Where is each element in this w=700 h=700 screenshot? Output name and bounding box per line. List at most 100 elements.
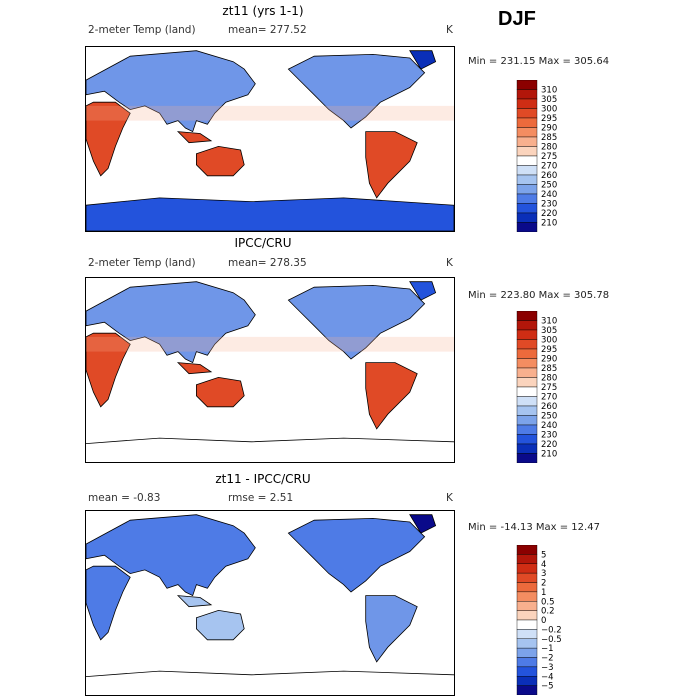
colorbar-tick-label: 300 bbox=[541, 336, 557, 346]
colorbar-swatch bbox=[516, 339, 538, 350]
colorbar-swatch bbox=[516, 367, 538, 378]
colorbar-swatch bbox=[516, 108, 538, 119]
colorbar-tick-label: 210 bbox=[541, 219, 557, 229]
landmass-eurasia bbox=[85, 514, 256, 597]
colorbar-tick-label: 0.2 bbox=[541, 607, 555, 617]
mean-label: mean= 278.35 bbox=[228, 257, 307, 269]
colorbar-swatch bbox=[516, 619, 538, 630]
unit-label: K bbox=[446, 492, 453, 504]
colorbar-tick-label: 220 bbox=[541, 440, 557, 450]
colorbar-swatch bbox=[516, 127, 538, 138]
landmass-greenland bbox=[409, 281, 437, 301]
colorbar-swatch bbox=[516, 89, 538, 100]
colorbar-swatch bbox=[516, 453, 538, 463]
landmass-eurasia bbox=[85, 281, 256, 364]
colorbar-tick-label: 275 bbox=[541, 383, 557, 393]
colorbar-tick-label: 4 bbox=[541, 560, 546, 570]
min-max-label: Min = 223.80 Max = 305.78 bbox=[468, 290, 610, 301]
landmass-greenland bbox=[409, 514, 437, 534]
colorbar-swatch bbox=[516, 572, 538, 583]
colorbar-swatch bbox=[516, 146, 538, 157]
landmass-australia bbox=[196, 145, 245, 177]
colorbar-swatch bbox=[516, 193, 538, 204]
colorbar-tick-label: 260 bbox=[541, 402, 557, 412]
landmass-northam bbox=[287, 517, 426, 593]
landmass-southam bbox=[365, 131, 418, 199]
colorbar-swatch bbox=[516, 676, 538, 686]
colorbar-tick-label: 310 bbox=[541, 86, 557, 96]
colorbar-tick-label: 295 bbox=[541, 114, 557, 124]
min-max-label: Min = 231.15 Max = 305.64 bbox=[468, 56, 610, 67]
colorbar-tick-label: 220 bbox=[541, 209, 557, 219]
landmass-australia bbox=[196, 376, 245, 408]
unit-label: K bbox=[446, 24, 453, 36]
colorbar-tick-label: −5 bbox=[541, 682, 554, 692]
tropical-band bbox=[86, 105, 454, 121]
colorbar-tick-label: 275 bbox=[541, 152, 557, 162]
colorbar-swatch bbox=[516, 685, 538, 695]
landmass-southam bbox=[365, 595, 418, 663]
colorbar-tick-label: −4 bbox=[541, 672, 554, 682]
colorbar-swatch bbox=[516, 405, 538, 416]
colorbar-tick-label: 270 bbox=[541, 393, 557, 403]
colorbar-swatch bbox=[516, 320, 538, 331]
map-model bbox=[85, 46, 455, 232]
colorbar-swatch bbox=[516, 396, 538, 407]
landmass-indonesia bbox=[176, 362, 213, 375]
colorbar-swatch bbox=[516, 174, 538, 185]
colorbar-tick-label: 3 bbox=[541, 569, 546, 579]
colorbar-observation: 3103053002952902852802752702602502402302… bbox=[516, 311, 557, 463]
landmass-africa bbox=[85, 565, 131, 641]
landmass-australia bbox=[196, 609, 245, 641]
season-label: DJF bbox=[498, 8, 536, 30]
colorbar-swatch bbox=[516, 657, 538, 668]
colorbar-swatch bbox=[516, 591, 538, 602]
colorbar-swatch bbox=[516, 80, 538, 90]
colorbar-swatch bbox=[516, 443, 538, 454]
colorbar-swatch bbox=[516, 386, 538, 397]
landmass-africa bbox=[85, 101, 131, 177]
colorbar-swatch bbox=[516, 212, 538, 223]
colorbar-swatch bbox=[516, 98, 538, 109]
colorbar-tick-label: 1 bbox=[541, 588, 546, 598]
mean-label: mean= 277.52 bbox=[228, 24, 307, 36]
landmass-indonesia bbox=[176, 595, 213, 608]
colorbar-tick-label: 305 bbox=[541, 95, 557, 105]
antarctica-coastline bbox=[85, 437, 455, 444]
panel-title: IPCC/CRU bbox=[234, 236, 292, 250]
colorbar-swatch bbox=[516, 610, 538, 621]
colorbar-tick-label: 310 bbox=[541, 317, 557, 327]
colorbar-swatch bbox=[516, 348, 538, 359]
landmass-africa bbox=[85, 332, 131, 408]
colorbar-tick-label: 270 bbox=[541, 162, 557, 172]
colorbar-swatch bbox=[516, 311, 538, 321]
landmass-indonesia bbox=[176, 131, 213, 144]
colorbar-swatch bbox=[516, 329, 538, 340]
antarctica-coastline bbox=[85, 670, 455, 677]
colorbar-tick-label: 230 bbox=[541, 431, 557, 441]
colorbar-tick-label: −2 bbox=[541, 654, 554, 664]
mean-label: mean = -0.83 bbox=[88, 492, 161, 504]
colorbar-tick-label: 285 bbox=[541, 133, 557, 143]
colorbar-tick-label: 295 bbox=[541, 345, 557, 355]
colorbar-swatch bbox=[516, 415, 538, 426]
landmass-eurasia bbox=[85, 50, 256, 133]
colorbar-swatch bbox=[516, 222, 538, 232]
colorbar-swatch bbox=[516, 666, 538, 677]
colorbar-swatch bbox=[516, 424, 538, 435]
colorbar-tick-label: 210 bbox=[541, 450, 557, 460]
colorbar-swatch bbox=[516, 545, 538, 555]
colorbar-tick-label: 240 bbox=[541, 190, 557, 200]
landmass-greenland bbox=[409, 50, 437, 70]
colorbar-swatch bbox=[516, 647, 538, 658]
colorbar-tick-label: 280 bbox=[541, 143, 557, 153]
colorbar-swatch bbox=[516, 601, 538, 611]
colorbar-tick-label: 300 bbox=[541, 105, 557, 115]
min-max-label: Min = -14.13 Max = 12.47 bbox=[468, 522, 600, 533]
colorbar-tick-label: 0 bbox=[541, 616, 546, 626]
landmass-northam bbox=[287, 284, 426, 360]
tropical-band bbox=[86, 336, 454, 352]
colorbar-tick-label: −1 bbox=[541, 644, 554, 654]
colorbar-tick-label: −0.5 bbox=[541, 635, 562, 645]
colorbar-swatch bbox=[516, 638, 538, 649]
